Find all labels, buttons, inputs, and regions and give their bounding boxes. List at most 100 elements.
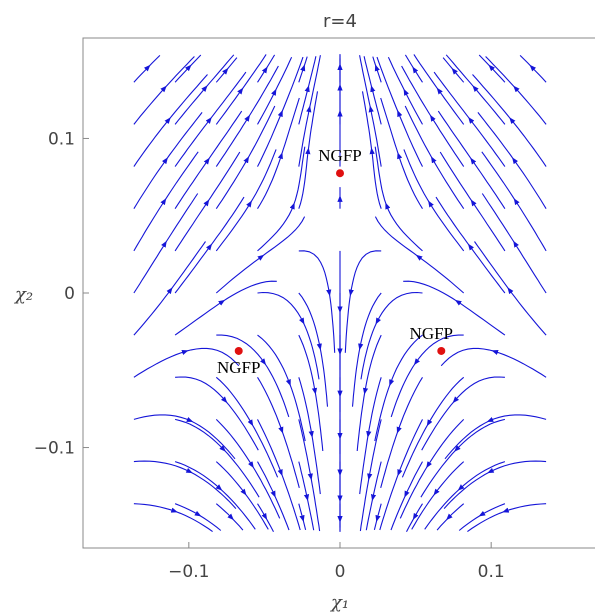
streamline: [529, 64, 547, 83]
streamline: [216, 334, 267, 366]
streamline-segment: [175, 510, 213, 533]
streamline: [412, 503, 423, 520]
streamline: [488, 64, 506, 83]
streamline-segment: [281, 430, 300, 489]
streamline: [215, 419, 254, 469]
streamline-segment: [359, 55, 372, 109]
streamline-segment: [481, 151, 516, 201]
streamline: [298, 250, 332, 297]
streamline: [513, 198, 547, 252]
streamline-segment: [403, 149, 430, 204]
streamline: [257, 202, 295, 252]
streamline-segment: [209, 71, 247, 120]
streamline-segment: [474, 241, 510, 290]
streamline-segment: [164, 151, 199, 201]
fixed-point-marker: [437, 346, 446, 355]
streamline: [513, 240, 547, 294]
streamline-segment: [437, 110, 473, 161]
streamline-segment: [280, 473, 301, 531]
streamline-segment: [436, 517, 449, 531]
streamline-segment: [303, 56, 308, 68]
streamline-segment: [164, 193, 199, 244]
streamline-segment: [363, 56, 373, 88]
streamline-segment: [248, 65, 279, 118]
streamline-segment: [251, 465, 281, 519]
x-tick-label: 0.1: [478, 562, 505, 582]
streamline: [468, 117, 506, 167]
streamline: [478, 503, 506, 517]
streamline: [174, 299, 226, 336]
streamline-segment: [356, 391, 366, 452]
streamline-segment: [281, 56, 304, 113]
streamline-segment: [205, 54, 235, 88]
streamline: [298, 334, 318, 395]
streamline: [368, 105, 382, 167]
streamline-segment: [440, 347, 495, 367]
streamline: [257, 66, 268, 83]
streamline: [451, 67, 465, 83]
streamline-segment: [374, 216, 419, 257]
streamline-segment: [399, 465, 429, 519]
streamline: [215, 156, 250, 210]
streamline: [486, 414, 547, 422]
streamline: [215, 114, 251, 167]
chart-title: r=4: [323, 11, 357, 32]
streamline: [133, 157, 168, 209]
fixed-point-marker: [336, 169, 344, 178]
streamline: [375, 503, 382, 522]
streamline: [257, 419, 283, 477]
streamline-segment: [247, 105, 276, 159]
streamline-segment: [435, 196, 470, 247]
streamline: [298, 419, 313, 481]
streamline: [454, 418, 506, 452]
streamline-segment: [261, 216, 306, 257]
streamline: [491, 349, 547, 378]
streamline: [257, 377, 284, 434]
fixed-point-label: NGFP: [410, 324, 453, 343]
streamline-segment: [251, 423, 279, 478]
y-axis-label: χ₂: [13, 284, 33, 305]
streamline-segment: [406, 517, 415, 533]
x-tick-label: −0.1: [168, 562, 209, 582]
streamline-segment: [241, 54, 267, 91]
streamline: [502, 503, 547, 513]
streamline: [472, 85, 506, 125]
streamline: [513, 85, 547, 125]
streamline: [174, 243, 213, 294]
streamline-segment: [265, 517, 274, 533]
streamline-segment: [401, 423, 429, 478]
streamline-segment: [185, 347, 240, 367]
streamline-segment: [424, 488, 461, 530]
streamline: [298, 377, 314, 438]
streamline: [175, 376, 228, 404]
streamline: [174, 85, 208, 125]
streamline-segment: [244, 493, 269, 530]
streamlines: [133, 54, 547, 533]
streamline: [470, 199, 506, 252]
streamline-segment: [231, 517, 244, 531]
streamline-segment: [207, 110, 243, 161]
streamline: [215, 200, 252, 252]
fixed-point-label: NGFP: [217, 358, 260, 377]
streamline: [133, 240, 167, 294]
streamline-segment: [359, 435, 369, 495]
streamline-segment: [445, 54, 475, 88]
streamline: [215, 254, 265, 294]
streamline-segment: [481, 193, 516, 244]
streamline-segment: [467, 510, 505, 533]
streamline: [215, 376, 254, 427]
streamline-segment: [351, 347, 361, 407]
streamline-segment: [307, 56, 317, 88]
streamline-segment: [443, 471, 490, 509]
streamline: [436, 87, 465, 125]
streamline: [396, 377, 423, 434]
streamline: [397, 152, 423, 209]
streamline-segment: [344, 293, 352, 353]
streamline-segment: [189, 54, 202, 67]
streamline: [507, 287, 547, 336]
streamline-segment: [420, 449, 457, 498]
streamline-segment: [433, 71, 471, 120]
streamline: [174, 64, 192, 83]
streamline: [429, 114, 465, 167]
